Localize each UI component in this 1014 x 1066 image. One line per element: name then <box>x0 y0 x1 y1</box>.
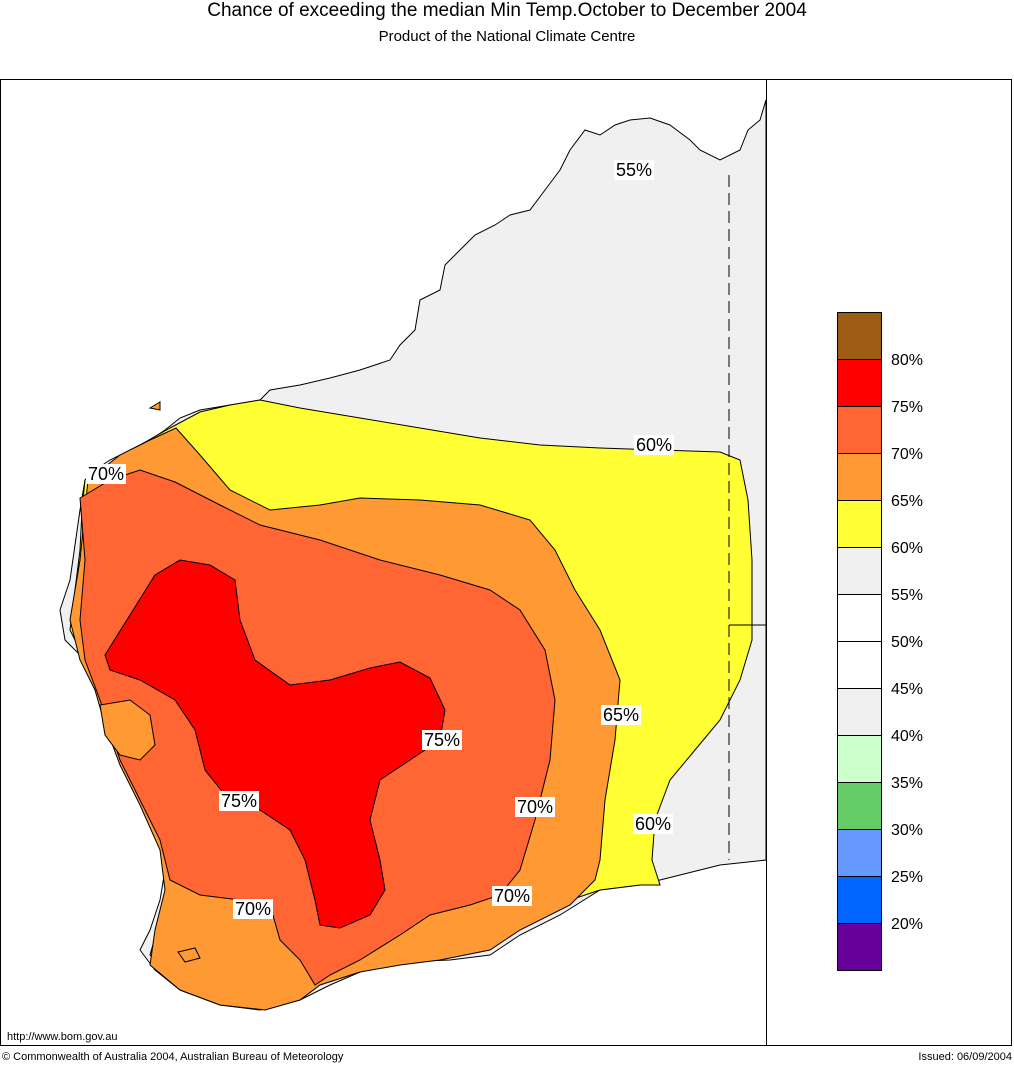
legend-swatch <box>837 736 882 783</box>
legend-swatch <box>837 783 882 830</box>
legend-label: 60% <box>891 540 924 557</box>
legend-label: 35% <box>891 775 924 792</box>
region-65-coast <box>99 699 156 761</box>
map-subtitle: Product of the National Climate Centre <box>378 28 636 45</box>
legend-swatch <box>837 689 882 736</box>
legend-label: 30% <box>891 822 924 839</box>
legend-label: 65% <box>891 493 924 510</box>
island-2 <box>177 947 201 963</box>
legend-label: 80% <box>891 352 924 369</box>
issued-date: Issued: 06/09/2004 <box>918 1051 1012 1063</box>
contour-label: 60% <box>633 814 674 834</box>
contour-label: 70% <box>233 899 274 919</box>
copyright-text: © Commonwealth of Australia 2004, Austra… <box>2 1051 344 1063</box>
island <box>148 401 161 411</box>
legend-label: 55% <box>891 587 924 604</box>
legend-swatch <box>837 407 882 454</box>
contour-label: 70% <box>515 797 556 817</box>
contour-label: 65% <box>601 705 642 725</box>
source-url[interactable]: http://www.bom.gov.au <box>7 1031 118 1043</box>
map-title: Chance of exceeding the median Min Temp.… <box>207 0 807 21</box>
legend-swatch <box>837 595 882 642</box>
legend-swatch <box>837 501 882 548</box>
legend-divider <box>766 79 767 1046</box>
legend-label: 75% <box>891 399 924 416</box>
legend-swatch <box>837 877 882 924</box>
contour-label: 75% <box>422 730 463 750</box>
region-75 <box>104 559 446 929</box>
legend-swatch <box>837 924 882 971</box>
legend-label: 25% <box>891 869 924 886</box>
contour-label: 75% <box>219 791 260 811</box>
legend-swatch <box>837 360 882 407</box>
legend-swatch <box>837 642 882 689</box>
legend-label: 20% <box>891 916 924 933</box>
contour-label: 55% <box>614 160 655 180</box>
legend-swatch <box>837 454 882 501</box>
contour-label: 60% <box>634 435 675 455</box>
legend-swatch <box>837 312 882 360</box>
map-frame <box>0 79 1012 1046</box>
legend-swatch <box>837 548 882 595</box>
legend-label: 45% <box>891 681 924 698</box>
legend-swatch <box>837 830 882 877</box>
legend-label: 40% <box>891 728 924 745</box>
contour-label: 70% <box>86 464 127 484</box>
legend-colorbar <box>837 312 882 971</box>
legend-label: 50% <box>891 634 924 651</box>
legend-label: 70% <box>891 446 924 463</box>
contour-label: 70% <box>492 886 533 906</box>
